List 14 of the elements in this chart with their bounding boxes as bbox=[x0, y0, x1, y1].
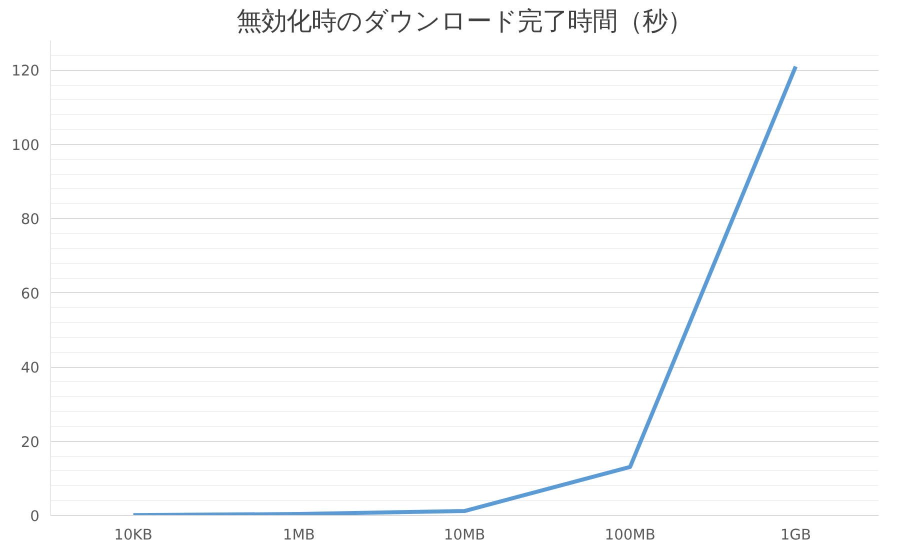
y-tick-label: 100 bbox=[12, 136, 40, 154]
x-tick-label: 100MB bbox=[604, 526, 656, 544]
chart-title: 無効化時のダウンロード完了時間（秒） bbox=[236, 8, 692, 36]
y-tick-label: 60 bbox=[20, 285, 40, 302]
y-tick-label: 0 bbox=[30, 508, 40, 525]
y-tick-label: 40 bbox=[20, 360, 40, 377]
x-tick-label: 1GB bbox=[780, 526, 812, 544]
x-tick-label: 10MB bbox=[444, 526, 486, 544]
y-tick-label: 120 bbox=[12, 62, 40, 80]
y-tick-label: 80 bbox=[20, 211, 40, 228]
line-series bbox=[131, 64, 798, 516]
x-tick-label: 10KB bbox=[114, 526, 152, 544]
y-tick-label: 20 bbox=[20, 434, 40, 451]
x-tick-label: 1MB bbox=[282, 526, 315, 544]
